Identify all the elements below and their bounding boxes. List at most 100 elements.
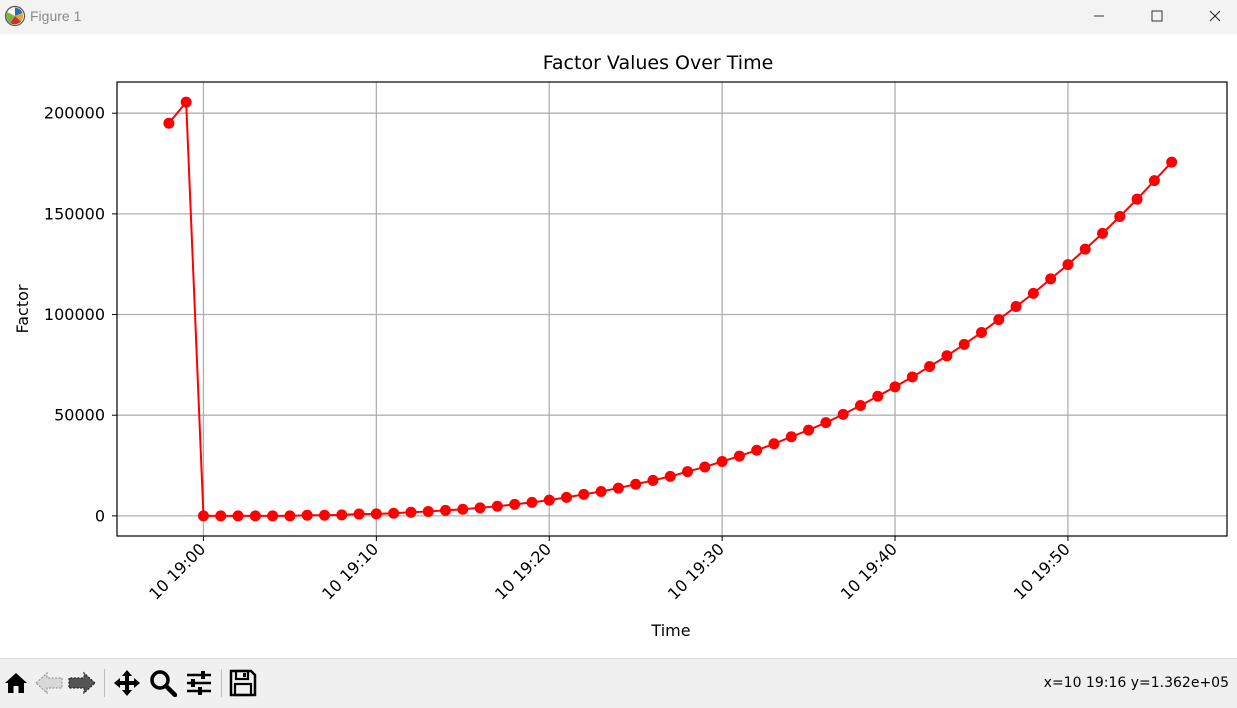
data-point — [509, 498, 521, 510]
data-point — [595, 486, 607, 498]
data-point — [318, 509, 330, 521]
window-title: Figure 1 — [30, 8, 82, 24]
zoom-button[interactable] — [147, 667, 179, 699]
data-point — [474, 502, 486, 514]
data-point — [197, 510, 209, 522]
home-icon — [5, 673, 27, 693]
pan-button[interactable] — [111, 667, 143, 699]
data-point — [716, 456, 728, 468]
minimize-icon — [1094, 15, 1104, 17]
close-button[interactable] — [1186, 0, 1237, 32]
data-point — [803, 424, 815, 436]
x-tick-label: 10 19:10 — [318, 539, 382, 603]
data-point — [422, 505, 434, 517]
data-point — [1166, 156, 1178, 168]
configure-subplots-button[interactable] — [183, 667, 215, 699]
navigation-toolbar: x=10 19:16 y=1.362e+05 — [0, 658, 1237, 708]
data-point — [664, 470, 676, 482]
data-point — [958, 338, 970, 350]
data-point — [561, 491, 573, 503]
maximize-icon — [1151, 10, 1163, 22]
data-point — [612, 482, 624, 494]
data-point — [924, 360, 936, 372]
y-axis-label: Factor — [13, 284, 32, 333]
data-point — [1010, 300, 1022, 312]
data-point — [751, 444, 763, 456]
data-point — [1148, 175, 1160, 187]
data-point — [699, 461, 711, 473]
data-point — [267, 510, 279, 522]
chart-title: Factor Values Over Time — [543, 52, 774, 74]
toolbar-separator — [221, 669, 222, 697]
x-axis-label: Time — [650, 621, 690, 640]
y-tick-label: 100000 — [44, 305, 105, 324]
data-point — [768, 438, 780, 450]
data-point — [889, 381, 901, 393]
data-point — [388, 507, 400, 519]
data-point — [215, 510, 227, 522]
data-point — [993, 314, 1005, 326]
data-point — [578, 488, 590, 500]
close-icon — [1209, 10, 1221, 22]
data-point — [837, 408, 849, 420]
y-tick-label: 50000 — [54, 406, 105, 425]
data-point — [1045, 273, 1057, 285]
pan-icon — [114, 670, 140, 696]
y-tick-label: 200000 — [44, 104, 105, 123]
data-point — [872, 390, 884, 402]
data-point — [232, 510, 244, 522]
coordinate-readout: x=10 19:16 y=1.362e+05 — [1043, 675, 1229, 691]
data-point — [1114, 210, 1126, 222]
x-tick-label: 10 19:20 — [491, 539, 555, 603]
matplotlib-logo-icon — [4, 5, 26, 27]
figure-canvas[interactable]: 10 19:00 10 19:10 10 19:20 10 19:30 10 19:40… — [0, 34, 1237, 658]
x-tick-label: 10 19:40 — [837, 539, 901, 603]
data-point — [820, 417, 832, 429]
data-point — [733, 450, 745, 462]
data-point — [975, 326, 987, 338]
minimize-button[interactable] — [1070, 0, 1128, 32]
back-button[interactable] — [33, 667, 65, 699]
data-point — [405, 506, 417, 518]
data-point — [336, 509, 348, 521]
data-point — [1097, 227, 1109, 239]
data-point — [180, 96, 192, 108]
maximize-button[interactable] — [1128, 0, 1186, 32]
save-button[interactable] — [227, 667, 259, 699]
data-point — [301, 509, 313, 521]
x-tick-label: 10 19:50 — [1010, 539, 1074, 603]
data-point — [370, 508, 382, 520]
data-point — [941, 350, 953, 362]
data-point — [543, 494, 555, 506]
data-point — [163, 117, 175, 129]
back-icon — [35, 671, 63, 695]
data-point — [457, 503, 469, 515]
data-point — [1062, 259, 1074, 271]
zoom-icon — [150, 670, 177, 697]
data-point — [440, 504, 452, 516]
window-titlebar: Figure 1 — [0, 0, 1237, 35]
data-point — [284, 510, 296, 522]
y-tick-label: 150000 — [44, 204, 105, 223]
data-point — [682, 466, 694, 478]
x-tick-label: 10 19:00 — [145, 539, 209, 603]
data-point — [1027, 287, 1039, 299]
y-tick-label: 0 — [95, 506, 105, 525]
data-point — [630, 478, 642, 490]
data-point — [906, 371, 918, 383]
plot-area — [117, 82, 1227, 536]
axes-frame — [116, 81, 1228, 537]
forward-icon — [68, 671, 96, 695]
data-point — [526, 496, 538, 508]
data-point — [353, 508, 365, 520]
configure-subplots-icon — [187, 671, 211, 695]
home-button[interactable] — [0, 667, 32, 699]
save-icon — [229, 669, 257, 697]
data-point — [854, 400, 866, 412]
data-point — [1079, 243, 1091, 255]
line-chart: 10 19:00 10 19:10 10 19:20 10 19:30 10 19:40… — [13, 52, 1228, 640]
data-point — [1131, 193, 1143, 205]
data-point — [249, 510, 261, 522]
forward-button[interactable] — [66, 667, 98, 699]
x-tick-label: 10 19:30 — [664, 539, 728, 603]
